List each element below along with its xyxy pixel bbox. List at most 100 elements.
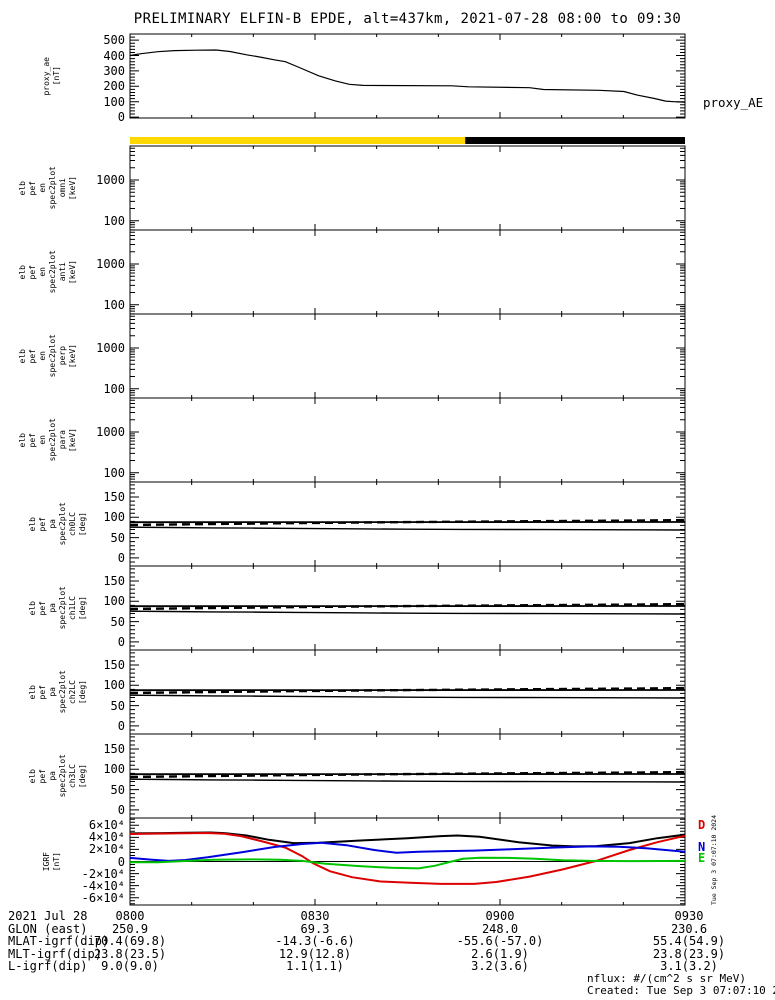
ylabel-line-elb_pef_en_spec2plot_perp-5: [keV] xyxy=(68,343,77,369)
ytick-label-elb_pef_en_spec2plot_omni-1000: 1000 xyxy=(96,172,125,187)
panel-frame-elb_pef_en_spec2plot_para xyxy=(129,397,686,483)
ytick-label-elb_pef_en_spec2plot_perp-1000: 1000 xyxy=(96,340,125,355)
ytick-label-elb_pef_en_spec2plot_omni-100: 100 xyxy=(103,213,125,228)
ytick-label-elb_pef_pa_spec2plot_ch0LC-100: 100 xyxy=(103,510,125,525)
ticks-elb_pef_pa_spec2plot_ch3LC xyxy=(129,734,686,819)
ytick-label-igrf-60000: 6×10⁴ xyxy=(88,818,125,833)
ytick-label-igrf-20000: 2×10⁴ xyxy=(88,842,125,857)
series-igrf-D xyxy=(129,831,686,885)
row-header-date: 2021 Jul 28 xyxy=(8,909,88,923)
ylabel-line-elb_pef_en_spec2plot_anti-4: anti xyxy=(58,262,67,282)
ytick-label-igrf--40000: -4×10⁴ xyxy=(81,878,125,893)
ytick-label-proxy_ae-100: 100 xyxy=(103,94,125,109)
series-elb_pef_pa_spec2plot_ch0LC-loss-cone xyxy=(129,526,686,531)
ytick-label-elb_pef_en_spec2plot_para-1000: 1000 xyxy=(96,424,125,439)
ytick-label-elb_pef_pa_spec2plot_ch3LC-50: 50 xyxy=(110,782,125,797)
panel-frame-proxy_ae xyxy=(129,33,686,119)
ylabel-igrf: IGRF [nT] xyxy=(42,818,62,905)
row-value-2-col-2: -55.6(-57.0) xyxy=(456,934,544,948)
ylabel-line-elb_pef_en_spec2plot_perp-2: en xyxy=(38,351,47,361)
ylabel-line-elb_pef_en_spec2plot_anti-5: [keV] xyxy=(68,259,77,285)
ylabel-line-elb_pef_pa_spec2plot_ch2LC-1: pef xyxy=(38,684,47,700)
ylabel-line-elb_pef_en_spec2plot_para-2: en xyxy=(38,435,47,445)
ylabel-line-proxy_ae-1: [nT] xyxy=(52,66,61,86)
row-value-4-col-1: 1.1(1.1) xyxy=(286,959,344,973)
series-elb_pef_pa_spec2plot_ch1LC-antiloss-cone-dashed xyxy=(129,602,686,611)
ylabel-elb_pef_en_spec2plot_omni: elb pef en spec2plot omni [keV] xyxy=(18,146,78,230)
ylabel-line-elb_pef_pa_spec2plot_ch2LC-3: spec2plot xyxy=(58,670,67,714)
ytick-label-elb_pef_pa_spec2plot_ch0LC-150: 150 xyxy=(103,490,125,504)
ytick-label-elb_pef_en_spec2plot_perp-100: 100 xyxy=(103,381,125,396)
ytick-label-elb_pef_pa_spec2plot_ch2LC-0: 0 xyxy=(117,718,125,733)
row-value-3-col-3: 23.8(23.9) xyxy=(652,946,726,961)
series-elb_pef_pa_spec2plot_ch3LC-antiloss-cone-dashed xyxy=(129,770,686,779)
nflux-units-note: nflux: #/(cm^2 s sr MeV) xyxy=(587,972,746,985)
ylabel-line-elb_pef_pa_spec2plot_ch1LC-4: ch1LC xyxy=(68,595,77,621)
ylabel-line-elb_pef_pa_spec2plot_ch1LC-2: pa xyxy=(48,603,57,613)
ticks-elb_pef_en_spec2plot_anti xyxy=(129,230,686,315)
ylabel-elb_pef_en_spec2plot_para: elb pef en spec2plot para [keV] xyxy=(18,398,78,482)
legend-D: D xyxy=(698,818,706,832)
row-header-1: GLON (east) xyxy=(8,921,88,936)
ylabel-line-elb_pef_pa_spec2plot_ch1LC-3: spec2plot xyxy=(58,586,67,630)
ylabel-line-elb_pef_pa_spec2plot_ch1LC-1: pef xyxy=(38,600,47,616)
ylabel-line-elb_pef_en_spec2plot_omni-0: elb xyxy=(18,180,27,196)
ylabel-line-igrf-0: IGRF xyxy=(42,851,51,872)
row-value-1-col-3: 230.6 xyxy=(670,921,708,936)
ticks-elb_pef_pa_spec2plot_ch2LC xyxy=(129,650,686,735)
ticks-elb_pef_pa_spec2plot_ch0LC xyxy=(129,482,686,567)
row-value-2-col-3: 55.4(54.9) xyxy=(652,934,726,948)
ytick-label-proxy_ae-400: 400 xyxy=(103,48,125,63)
panel-frame-elb_pef_en_spec2plot_perp xyxy=(129,313,686,399)
ylabel-line-elb_pef_pa_spec2plot_ch0LC-4: ch0LC xyxy=(68,511,77,537)
ylabel-line-elb_pef_pa_spec2plot_ch2LC-2: pa xyxy=(48,687,57,697)
ytick-label-elb_pef_pa_spec2plot_ch1LC-100: 100 xyxy=(103,594,125,609)
side-created-text: Tue Sep 3 07:07:10 2024 xyxy=(710,814,718,905)
panel-frame-elb_pef_en_spec2plot_anti xyxy=(129,229,686,315)
ylabel-line-elb_pef_pa_spec2plot_ch0LC-2: pa xyxy=(48,519,57,529)
ytick-label-igrf--20000: -2×10⁴ xyxy=(81,866,125,881)
ylabel-line-elb_pef_en_spec2plot_para-3: spec2plot xyxy=(48,418,57,462)
ylabel-line-elb_pef_en_spec2plot_perp-4: perp xyxy=(58,346,67,366)
ticks-elb_pef_en_spec2plot_para xyxy=(129,398,686,483)
ticks-elb_pef_pa_spec2plot_ch1LC xyxy=(129,566,686,651)
ytick-label-elb_pef_pa_spec2plot_ch2LC-150: 150 xyxy=(103,658,125,672)
ylabel-line-elb_pef_pa_spec2plot_ch2LC-0: elb xyxy=(28,684,37,700)
ytick-label-elb_pef_pa_spec2plot_ch1LC-50: 50 xyxy=(110,614,125,629)
series-elb_pef_pa_spec2plot_ch2LC-loss-cone xyxy=(129,694,686,699)
page-title: PRELIMINARY ELFIN-B EPDE, alt=437km, 202… xyxy=(133,11,682,27)
series-igrf-E xyxy=(130,856,686,870)
ytick-label-elb_pef_pa_spec2plot_ch1LC-150: 150 xyxy=(103,574,125,588)
ytick-label-elb_pef_en_spec2plot_para-100: 100 xyxy=(103,465,125,480)
row-header-2: MLAT-igrf(dip) xyxy=(8,934,110,948)
ylabel-line-elb_pef_en_spec2plot_omni-3: spec2plot xyxy=(48,166,57,210)
ticks-elb_pef_en_spec2plot_omni xyxy=(129,146,686,231)
ylabel-line-elb_pef_en_spec2plot_perp-3: spec2plot xyxy=(48,334,57,378)
ylabel-line-elb_pef_pa_spec2plot_ch2LC-4: ch2LC xyxy=(68,679,77,705)
ylabel-line-elb_pef_pa_spec2plot_ch3LC-1: pef xyxy=(38,768,47,784)
row-value-2-col-1: -14.3(-6.6) xyxy=(275,934,355,948)
ytick-label-igrf--60000: -6×10⁴ xyxy=(81,890,125,905)
ytick-label-elb_pef_en_spec2plot_anti-1000: 1000 xyxy=(96,256,125,271)
ytick-label-elb_pef_pa_spec2plot_ch3LC-150: 150 xyxy=(103,742,125,756)
ytick-label-igrf-40000: 4×10⁴ xyxy=(88,830,125,845)
row-value-4-col-0: 9.0(9.0) xyxy=(101,959,159,973)
ylabel-elb_pef_pa_spec2plot_ch0LC: elb pef pa spec2plot ch0LC [deg] xyxy=(28,482,88,566)
ticks-proxy_ae xyxy=(129,33,686,118)
row-value-1-col-0: 250.9 xyxy=(111,921,149,936)
row-value-3-col-2: 2.6(1.9) xyxy=(471,946,529,961)
ylabel-line-elb_pef_en_spec2plot_perp-1: pef xyxy=(28,348,37,364)
ticks-elb_pef_en_spec2plot_perp xyxy=(129,314,686,399)
ylabel-line-elb_pef_pa_spec2plot_ch3LC-0: elb xyxy=(28,768,37,784)
ylabel-line-elb_pef_en_spec2plot_para-4: para xyxy=(58,430,67,450)
ytick-label-proxy_ae-0: 0 xyxy=(117,110,125,125)
ylabel-line-elb_pef_pa_spec2plot_ch3LC-3: spec2plot xyxy=(58,754,67,798)
ylabel-line-elb_pef_pa_spec2plot_ch3LC-4: ch3LC xyxy=(68,763,77,789)
ytick-label-proxy_ae-200: 200 xyxy=(103,79,125,94)
row-value-4-col-3: 3.1(3.2) xyxy=(660,959,718,973)
xtick-label-0: 0800 xyxy=(115,909,145,923)
ytick-label-elb_pef_pa_spec2plot_ch2LC-50: 50 xyxy=(110,698,125,713)
ytick-label-proxy_ae-500: 500 xyxy=(103,33,125,48)
